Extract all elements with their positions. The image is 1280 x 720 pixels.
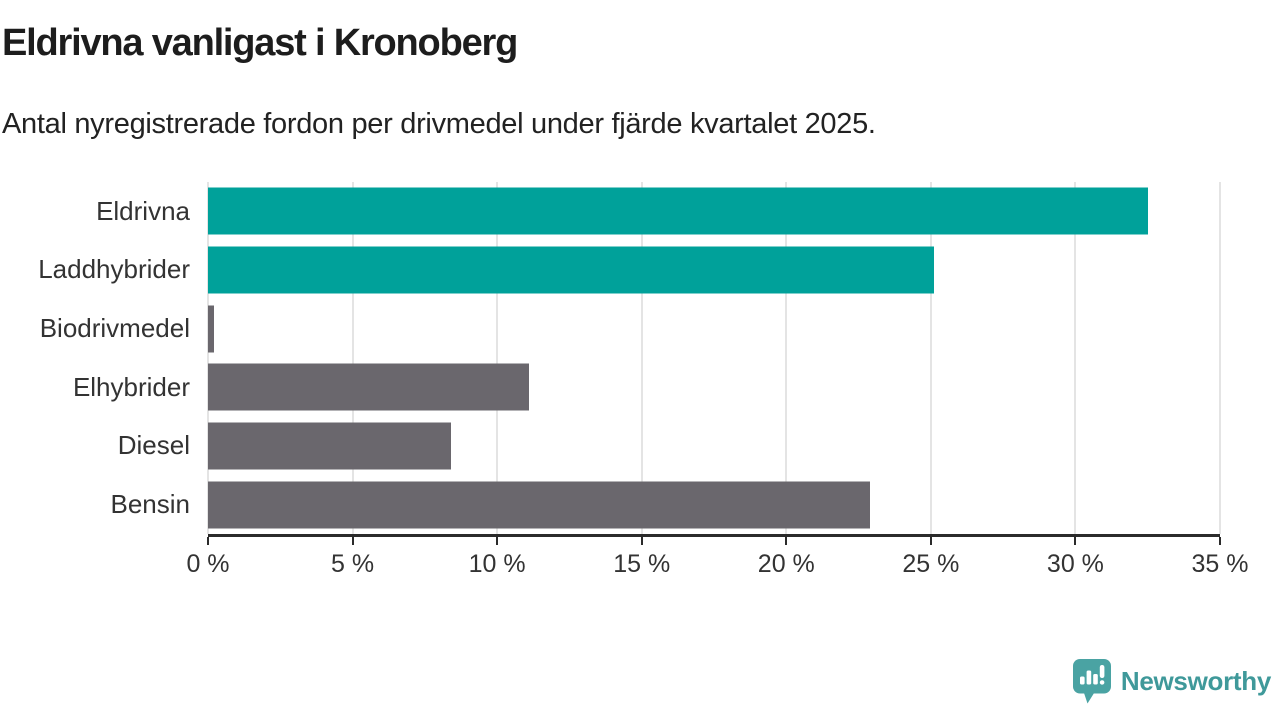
x-axis-tick-35 <box>1219 537 1221 545</box>
gridline-15 <box>640 182 643 534</box>
x-axis-tick-0 <box>207 537 209 545</box>
plot-area: 0 % 5 % 10 % 15 % 20 % 25 % 30 % 35 % <box>186 182 1248 578</box>
y-axis-label-biodrivmedel: Biodrivmedel <box>39 313 190 344</box>
logo-bubble <box>1072 659 1111 704</box>
bar-chart: Eldrivna Laddhybrider Biodrivmedel Elhybrid… <box>0 182 1280 578</box>
bar-row-laddhybrider <box>208 241 1220 300</box>
y-axis-label-bensin: Bensin <box>110 489 191 520</box>
x-tick-label-10: 10 % <box>468 550 526 578</box>
newsworthy-logo-text: Newsworthy <box>1120 665 1271 696</box>
y-axis-label-laddhybrider: Laddhybrider <box>38 254 190 285</box>
gridline-35 <box>1219 182 1221 534</box>
logo-bars <box>1079 665 1105 685</box>
y-axis-label-diesel: Diesel <box>117 430 190 461</box>
gridline-30 <box>1074 182 1077 534</box>
gridline-5 <box>351 182 354 534</box>
x-axis-tick-15 <box>640 537 643 545</box>
x-axis-tick-30 <box>1074 537 1077 545</box>
x-tick-label-15: 15 % <box>613 550 671 578</box>
y-axis-label-eldrivna: Eldrivna <box>96 195 190 226</box>
bar-row-eldrivna <box>208 182 1220 241</box>
y-axis-labels: Eldrivna Laddhybrider Biodrivmedel Elhybrid… <box>0 182 190 534</box>
bar-chart-speech-bubble-icon <box>1072 659 1111 704</box>
x-tick-label-25: 25 % <box>902 550 960 578</box>
x-tick-label-30: 30 % <box>1046 550 1104 578</box>
bar-laddhybrider <box>208 246 934 294</box>
bar-row-elhybrider <box>208 358 1220 417</box>
gridline-10 <box>496 182 499 534</box>
bar-row-biodrivmedel <box>208 299 1220 358</box>
y-axis-label-elhybrider: Elhybrider <box>72 371 190 402</box>
gridline-0 <box>207 182 209 534</box>
bar-biodrivmedel <box>208 305 214 353</box>
x-tick-label-35: 35 % <box>1191 550 1249 578</box>
x-axis-tick-5 <box>351 537 354 545</box>
x-tick-label-20: 20 % <box>757 550 815 578</box>
bar-row-diesel <box>208 417 1220 476</box>
newsworthy-logo: Newsworthy <box>1072 658 1271 704</box>
bar-row-bensin <box>208 475 1220 534</box>
bar-diesel <box>208 422 451 470</box>
bar-elhybrider <box>208 363 529 411</box>
chart-subtitle: Antal nyregistrerade fordon per drivmede… <box>2 108 876 140</box>
bar-bensin <box>208 481 871 529</box>
x-tick-label-5: 5 % <box>331 550 375 578</box>
x-tick-label-0: 0 % <box>186 550 230 578</box>
bar-eldrivna <box>208 187 1148 235</box>
x-axis-tick-10 <box>496 537 499 545</box>
gridline-25 <box>929 182 932 534</box>
chart-title: Eldrivna vanligast i Kronoberg <box>2 22 518 64</box>
x-axis-tick-20 <box>785 537 788 545</box>
gridline-20 <box>785 182 788 534</box>
x-axis-tick-25 <box>929 537 932 545</box>
